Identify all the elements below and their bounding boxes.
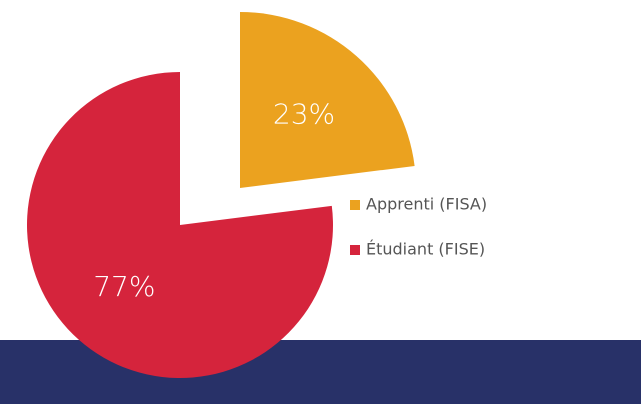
pie-slice [240,12,415,188]
pie-slice [27,72,334,378]
legend-label: Apprenti (FISA) [366,195,487,214]
legend-swatch [350,245,360,255]
slice-label: 23% [273,97,335,130]
legend-label: Étudiant (FISE) [366,240,485,259]
legend-swatch [350,200,360,210]
slice-label: 77% [93,270,155,303]
